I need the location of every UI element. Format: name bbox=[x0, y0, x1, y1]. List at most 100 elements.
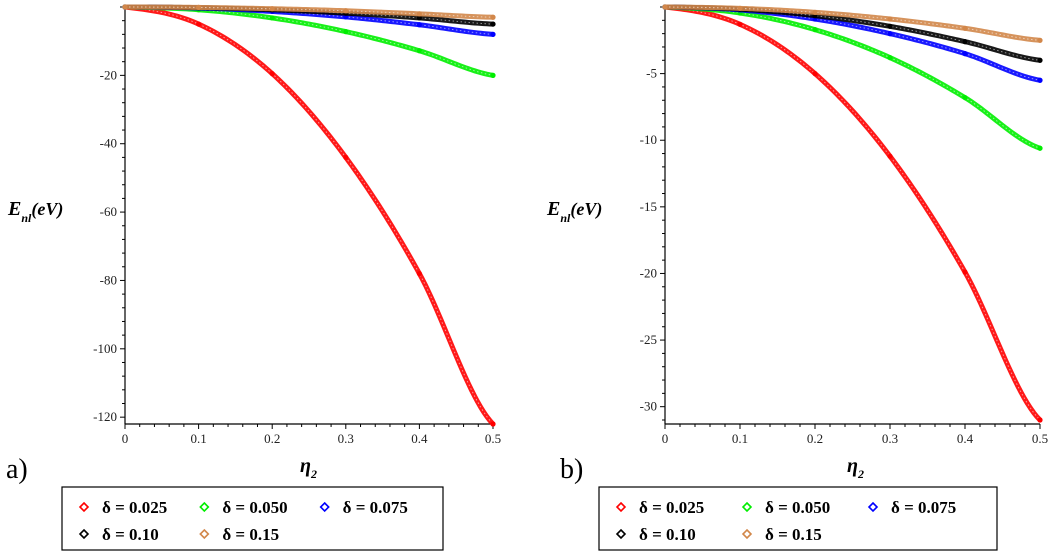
x-tick-label: 0.2 bbox=[807, 431, 823, 446]
y-axis-title-unit: (eV) bbox=[31, 199, 63, 220]
legend-box bbox=[598, 486, 998, 551]
data-point bbox=[416, 271, 422, 277]
y-axis-title: Enl(eV) bbox=[7, 198, 63, 225]
x-tick-label: 0.5 bbox=[1032, 431, 1048, 446]
data-point bbox=[1037, 77, 1043, 83]
series-marker-texture bbox=[664, 6, 1041, 61]
y-tick-label: -10 bbox=[640, 132, 657, 147]
x-tick-label: 0 bbox=[662, 431, 669, 446]
y-axis-title-unit: (eV) bbox=[570, 199, 602, 220]
data-point bbox=[490, 31, 496, 37]
legend-label: δ = 0.025 bbox=[639, 498, 704, 517]
x-axis-title: η2 bbox=[300, 455, 317, 481]
series-marker-texture bbox=[124, 6, 494, 18]
x-tick-label: 0.2 bbox=[264, 431, 280, 446]
data-point bbox=[416, 48, 422, 54]
data-point bbox=[887, 16, 893, 22]
y-axis-title-main: E bbox=[7, 198, 21, 220]
legend-marker-icon bbox=[741, 501, 753, 513]
data-point bbox=[812, 27, 818, 33]
legend-label: δ = 0.050 bbox=[222, 498, 287, 517]
data-point bbox=[887, 31, 893, 37]
panel-label: b) bbox=[560, 454, 583, 485]
y-tick-label: -25 bbox=[640, 332, 657, 347]
y-tick-label: -60 bbox=[100, 204, 117, 219]
x-axis-title-sub: 2 bbox=[857, 467, 864, 481]
legend-marker-icon bbox=[319, 501, 330, 513]
data-point bbox=[196, 21, 202, 27]
series-line bbox=[122, 4, 496, 427]
legend-marker-icon bbox=[78, 528, 90, 540]
data-point bbox=[887, 55, 893, 61]
legend-label: δ = 0.025 bbox=[102, 498, 167, 517]
series-marker-texture bbox=[664, 6, 1041, 81]
legend: δ = 0.025 δ = 0.050 δ = 0.075 δ = 0.10 δ = 0… bbox=[61, 486, 444, 551]
legend-item: δ = 0.15 bbox=[199, 525, 279, 544]
series-0.15 bbox=[662, 4, 1043, 43]
data-point bbox=[737, 21, 743, 27]
data-point bbox=[269, 15, 275, 21]
data-point bbox=[662, 4, 668, 10]
x-tick-label: 0.3 bbox=[882, 431, 898, 446]
series-0.15 bbox=[122, 4, 496, 20]
chart-panel-2: 0 0.1 0.2 0.3 0.4 0.5 -5 -10 -15 -20 -25 -30 Enl(eV)… bbox=[546, 4, 1048, 551]
data-point bbox=[1037, 417, 1043, 423]
data-point bbox=[122, 4, 128, 10]
x-tick-label: 0.1 bbox=[190, 431, 206, 446]
series-line bbox=[662, 4, 1043, 423]
panel-label: a) bbox=[6, 454, 28, 485]
data-point bbox=[962, 25, 968, 31]
data-point bbox=[962, 94, 968, 101]
data-point bbox=[962, 51, 968, 57]
legend-label: δ = 0.075 bbox=[343, 498, 408, 517]
y-axis-title-main: E bbox=[546, 198, 560, 220]
y-axis-title: Enl(eV) bbox=[546, 198, 602, 225]
x-tick-label: 0.5 bbox=[485, 431, 501, 446]
y-tick-label: -20 bbox=[100, 67, 117, 82]
data-point bbox=[490, 14, 496, 20]
data-point bbox=[887, 153, 893, 159]
data-point bbox=[416, 11, 422, 17]
data-point bbox=[343, 154, 349, 160]
y-tick-label: -20 bbox=[640, 265, 657, 280]
y-tick-label: -40 bbox=[100, 136, 117, 151]
y-tick-label: -30 bbox=[640, 399, 657, 414]
data-point bbox=[737, 5, 743, 11]
legend-label: δ = 0.10 bbox=[639, 525, 696, 544]
x-axis-title-main: η bbox=[847, 455, 858, 477]
data-point bbox=[812, 9, 818, 15]
legend-marker-icon bbox=[615, 501, 627, 513]
chart-panel-1: 0 0.1 0.2 0.3 0.4 0.5 -20 -40 -60 -80 -100 -120 Enl(… bbox=[6, 4, 501, 551]
data-point bbox=[1037, 37, 1043, 43]
data-point bbox=[490, 72, 496, 78]
legend-item: δ = 0.025 bbox=[78, 498, 167, 517]
series-0.025 bbox=[662, 4, 1043, 423]
y-axis-title-sub: nl bbox=[21, 211, 32, 225]
legend-marker-icon bbox=[199, 528, 210, 540]
legend-marker-icon bbox=[615, 528, 627, 540]
legend-marker-icon bbox=[741, 528, 753, 540]
legend-label: δ = 0.15 bbox=[222, 525, 279, 544]
x-axis-title-sub: 2 bbox=[310, 467, 317, 481]
data-point bbox=[962, 269, 968, 275]
legend-label: δ = 0.15 bbox=[765, 525, 822, 544]
legend-item: δ = 0.15 bbox=[741, 525, 822, 544]
legend-label: δ = 0.075 bbox=[891, 498, 956, 517]
series-line bbox=[662, 4, 1043, 43]
legend-marker-icon bbox=[867, 501, 879, 513]
x-axis-title: η2 bbox=[847, 455, 864, 481]
data-point bbox=[887, 23, 893, 29]
data-point bbox=[490, 421, 496, 427]
x-tick-label: 0.1 bbox=[732, 431, 748, 446]
series-marker-texture bbox=[124, 6, 494, 425]
legend: δ = 0.025 δ = 0.050 δ = 0.075 δ = 0.10 δ = 0… bbox=[598, 486, 998, 551]
legend-item: δ = 0.10 bbox=[615, 525, 696, 544]
data-point bbox=[1037, 145, 1043, 151]
x-tick-label: 0.4 bbox=[411, 431, 428, 446]
data-point bbox=[416, 22, 422, 28]
legend-label: δ = 0.050 bbox=[765, 498, 830, 517]
y-tick-label: -120 bbox=[93, 409, 117, 424]
legend-marker-icon bbox=[199, 501, 210, 513]
legend-item: δ = 0.025 bbox=[615, 498, 704, 517]
